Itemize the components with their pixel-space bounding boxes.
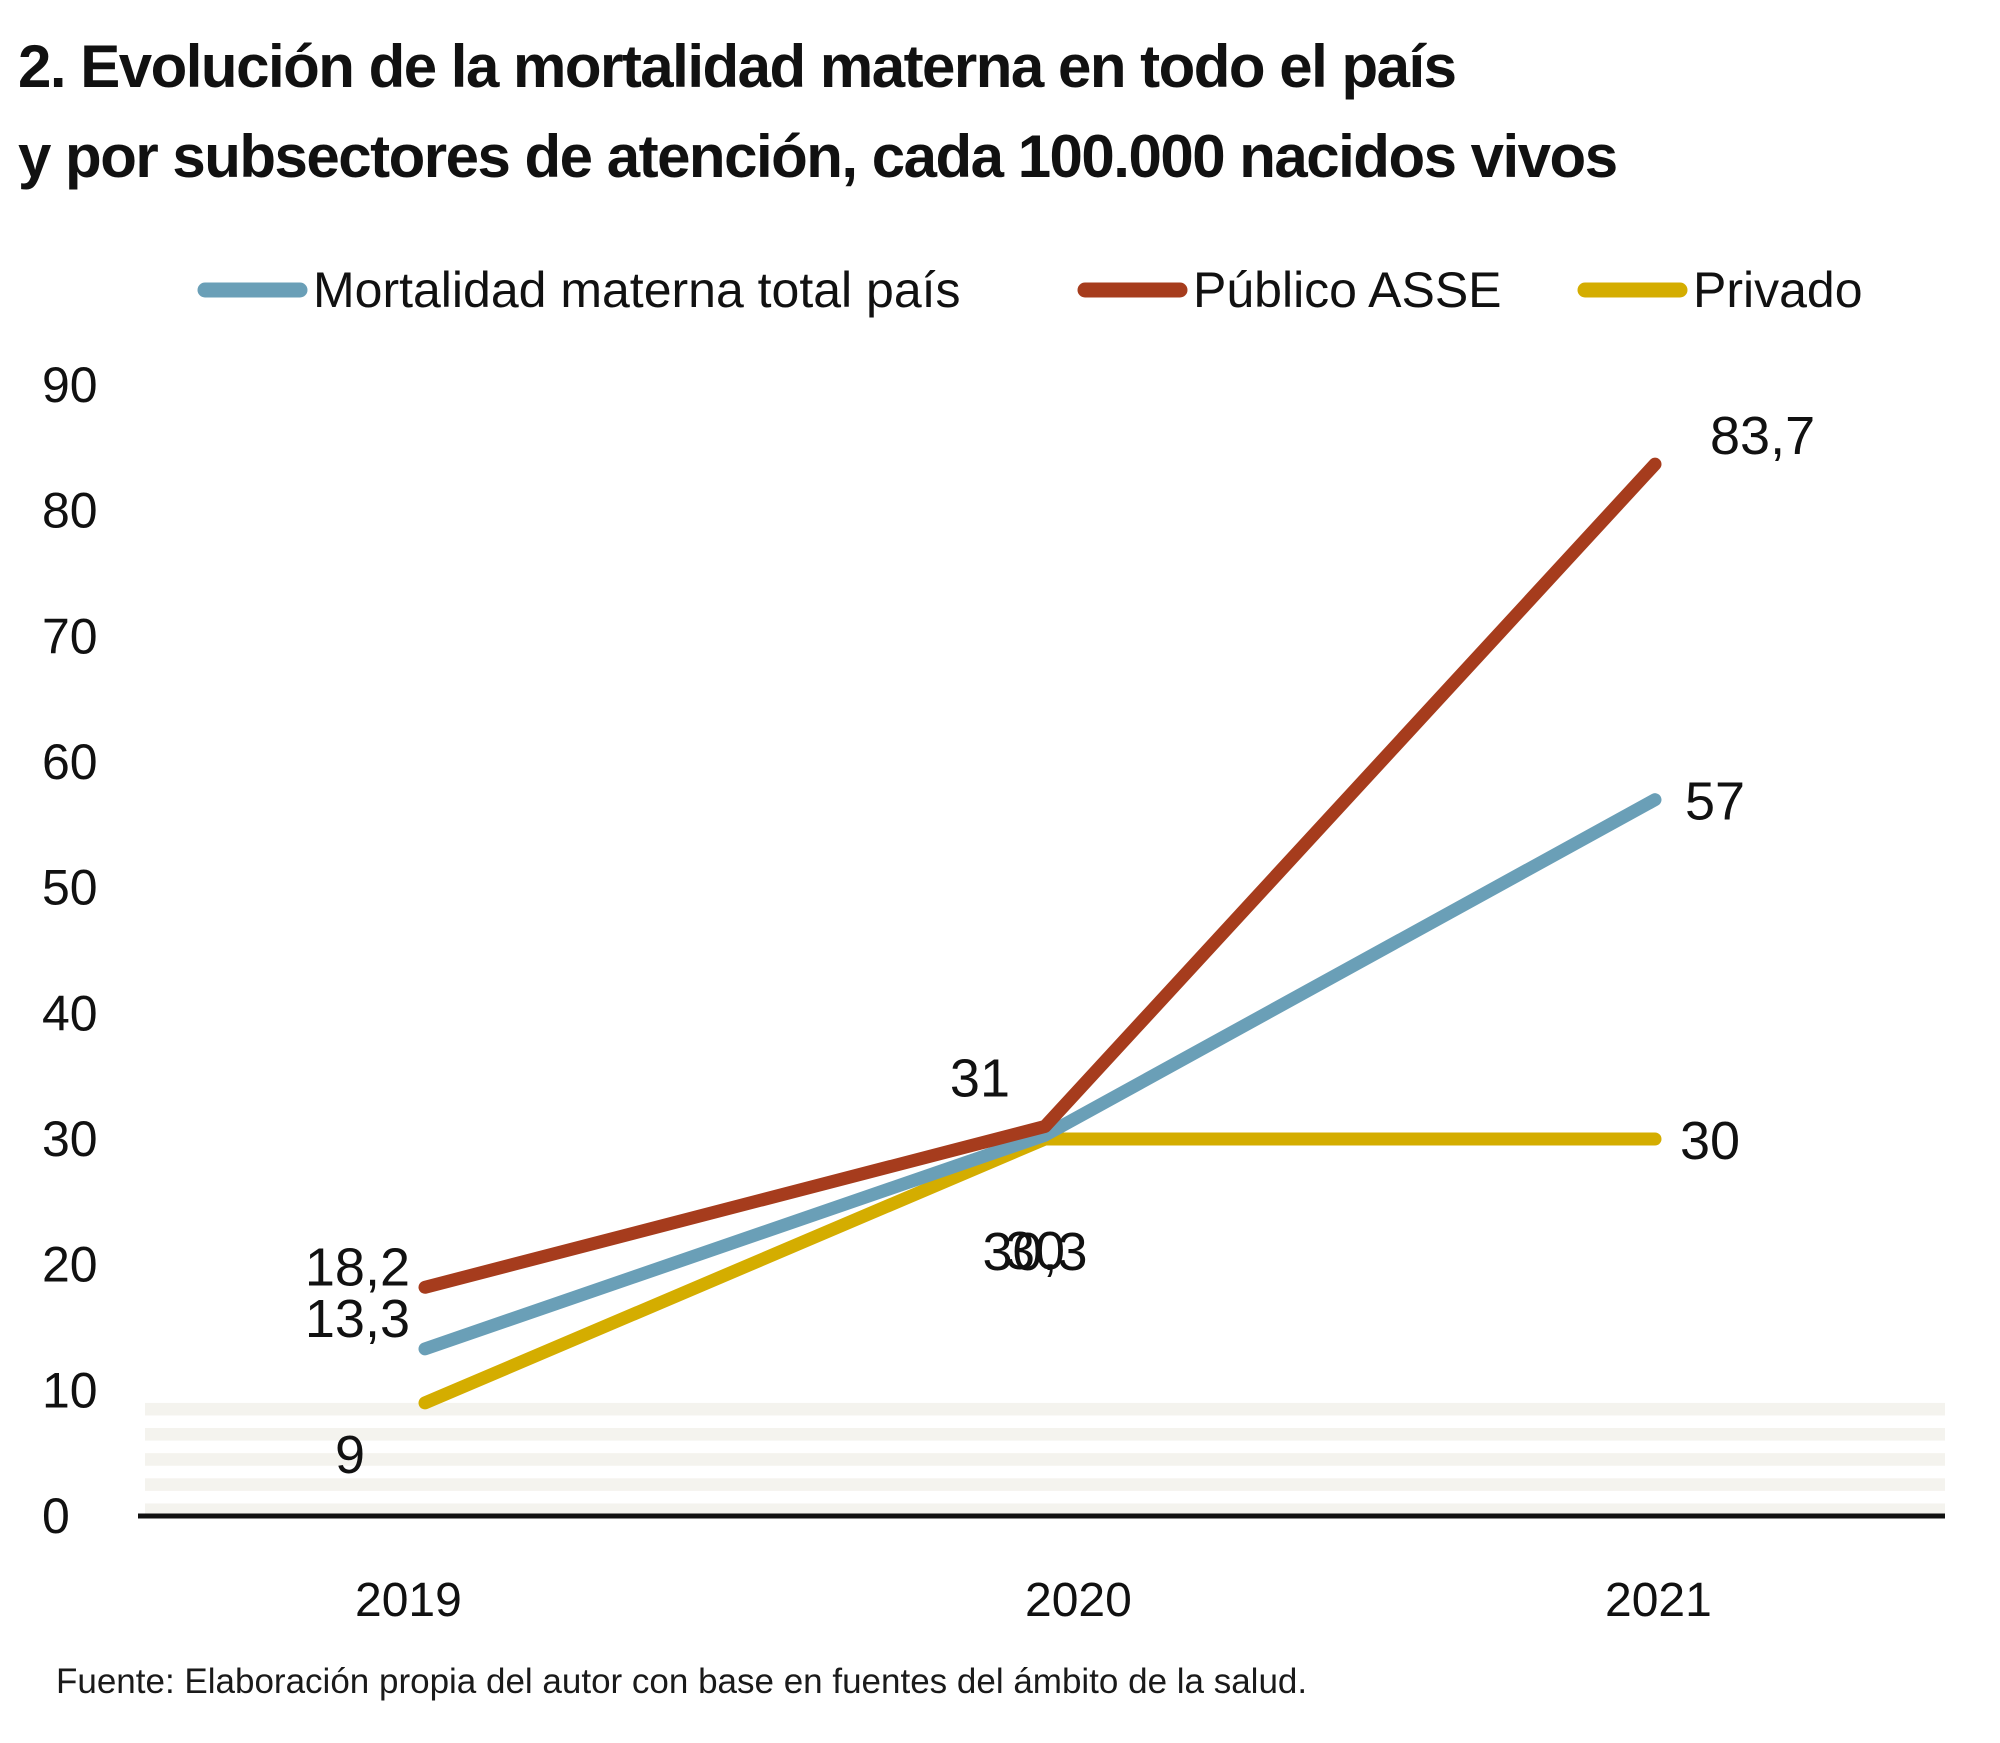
y-tick-label: 50 (42, 860, 98, 916)
y-tick-label: 60 (42, 734, 98, 790)
data-label: 57 (1685, 772, 1745, 832)
y-tick-label: 40 (42, 985, 98, 1041)
x-tick-label: 2021 (1605, 1574, 1712, 1627)
data-labels: 13,3 30,3 57 18,2 31 83,7 9 30 30 (305, 406, 1815, 1485)
data-label: 30 (1005, 1221, 1065, 1281)
grid-band (145, 1428, 1945, 1441)
data-label: 9 (335, 1425, 365, 1485)
data-label: 18,2 (305, 1237, 410, 1297)
series-lines (418, 457, 1662, 1410)
legend-label: Público ASSE (1193, 262, 1502, 318)
data-label: 30,3 (982, 1222, 1087, 1282)
legend-label: Mortalidad materna total país (313, 262, 961, 318)
legend-label: Privado (1693, 262, 1863, 318)
grid-band (145, 1503, 1945, 1516)
y-tick-label: 0 (42, 1488, 70, 1544)
y-tick-label: 90 (42, 357, 98, 413)
series-line (418, 793, 1662, 1356)
grid-bands (145, 1402, 1945, 1516)
chart-title-line-1: 2. Evolución de la mortalidad materna en… (18, 33, 1457, 100)
data-label: 30 (1680, 1111, 1740, 1171)
grid-band (145, 1453, 1945, 1466)
grid-band (145, 1478, 1945, 1491)
grid-band (145, 1402, 1945, 1416)
x-tick-label: 2020 (1025, 1574, 1132, 1627)
data-label: 83,7 (1710, 406, 1815, 466)
chart-title: 2. Evolución de la mortalidad materna en… (18, 22, 1978, 202)
data-label: 13,3 (305, 1289, 410, 1349)
series-line (418, 457, 1662, 1294)
data-label: 31 (950, 1048, 1010, 1108)
y-tick-label: 70 (42, 608, 98, 664)
legend: Mortalidad materna total país Público ASS… (197, 262, 1863, 318)
y-tick-label: 80 (42, 483, 98, 539)
x-axis-ticks: 2019 2020 2021 (355, 1574, 1712, 1627)
chart-title-line-2: y por subsectores de atención, cada 100.… (18, 123, 1618, 190)
y-tick-label: 10 (42, 1362, 98, 1418)
source-note: Fuente: Elaboración propia del autor con… (56, 1662, 1308, 1701)
y-tick-label: 20 (42, 1237, 98, 1293)
y-axis-ticks: 0 10 20 30 40 50 60 70 80 90 (42, 357, 98, 1544)
x-tick-label: 2019 (355, 1574, 462, 1627)
y-tick-label: 30 (42, 1111, 98, 1167)
